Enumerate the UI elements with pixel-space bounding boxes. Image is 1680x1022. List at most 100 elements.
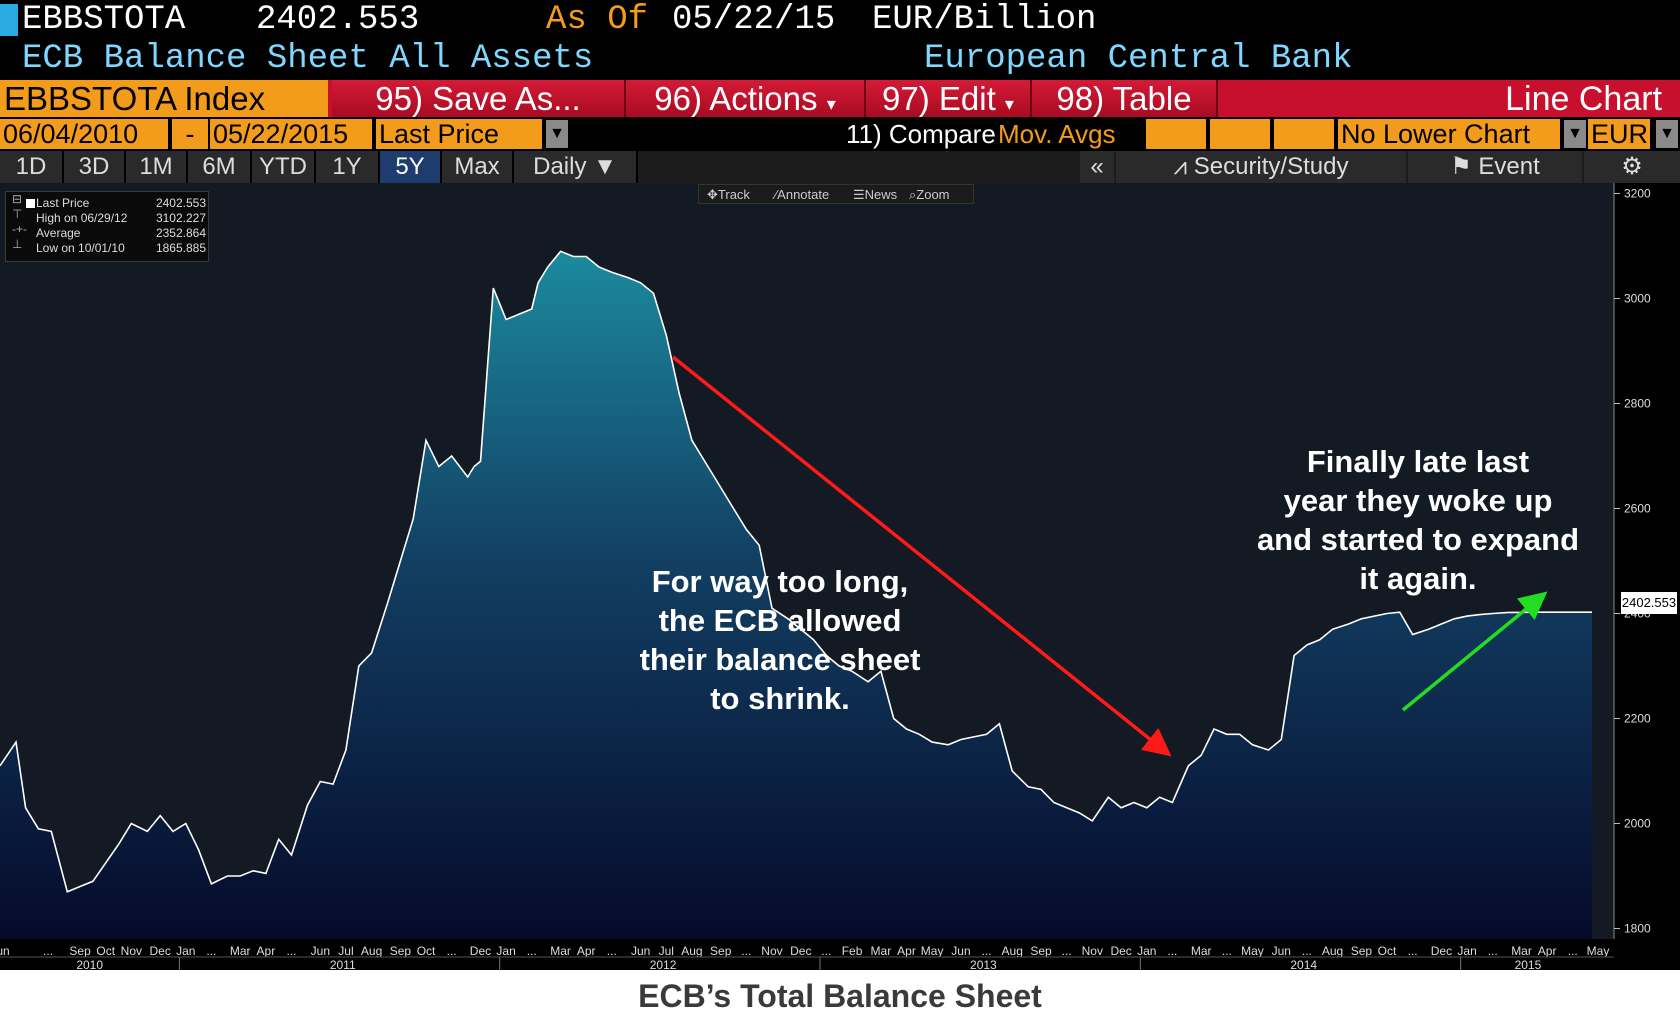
x-month-label: Jan	[1137, 944, 1156, 958]
x-month-label: Mar	[1191, 944, 1212, 958]
x-month-label: Apr	[1538, 944, 1557, 958]
x-year-label: 2013	[970, 958, 997, 970]
range-dash: -	[172, 119, 208, 149]
compare-slot-1[interactable]	[1146, 119, 1206, 149]
x-month-label: May	[1587, 944, 1610, 958]
lower-chart-dropdown-icon[interactable]: ▼	[1564, 120, 1586, 148]
period-row: 1D 3D 1M 6M YTD 1Y 5Y Max Daily ▼ « ⩘ Se…	[0, 151, 1680, 183]
track-tool[interactable]: ✥ Track	[707, 185, 750, 205]
annotate-tool[interactable]: ⁄ Annotate	[775, 185, 829, 205]
period-1y-button[interactable]: 1Y	[316, 151, 380, 183]
x-month-label: Oct	[417, 944, 436, 958]
start-date-field[interactable]: 06/04/2010	[0, 119, 168, 149]
annotation-line: Finally late last	[1306, 444, 1530, 479]
units: EUR/Billion	[872, 1, 1097, 39]
lower-chart-select[interactable]: No Lower Chart	[1338, 119, 1560, 149]
compare-label[interactable]: 11) Compare	[846, 119, 996, 149]
annotation-line: it again.	[1359, 561, 1477, 596]
collapse-button[interactable]: «	[1080, 151, 1114, 183]
annotate-label: Annotate	[777, 187, 830, 202]
period-1d-button[interactable]: 1D	[0, 151, 64, 183]
legend-last-price: Last Price 2402.553	[26, 196, 206, 211]
x-month-label: Mar	[230, 944, 251, 958]
security-description: ECB Balance Sheet All Assets	[22, 40, 594, 78]
news-label: News	[864, 187, 898, 202]
x-month-label: Dec	[149, 944, 170, 958]
annotation-line: year they woke up	[1283, 483, 1553, 518]
legend-label: Average	[36, 226, 81, 240]
x-month-label: Mar	[871, 944, 892, 958]
edit-menu[interactable]: 97) Edit ▾	[866, 80, 1032, 117]
chart-toolbar: ✥ Track ⁄ Annotate ☰ News ⌕ Zoom	[698, 184, 974, 204]
x-month-label: Aug	[1322, 944, 1343, 958]
x-month-label: Nov	[761, 944, 782, 958]
mov-avgs-label[interactable]: Mov. Avgs	[998, 119, 1116, 149]
expand-annotation: Finally late last year they woke up and …	[1218, 442, 1618, 598]
x-month-label: Sep	[390, 944, 412, 958]
bloomberg-terminal: EBBSTOTA 2402.553 As Of 05/22/15 EUR/Bil…	[0, 0, 1680, 970]
actions-chevron-icon: ▾	[826, 94, 836, 114]
x-month-label: Sep	[1030, 944, 1052, 958]
compare-slot-3[interactable]	[1274, 119, 1334, 149]
x-month-label: ...	[286, 944, 296, 958]
legend-label: Last Price	[36, 196, 90, 210]
y-tick-label: 2800	[1624, 397, 1651, 411]
period-5y-button[interactable]: 5Y	[380, 151, 442, 183]
period-max-button[interactable]: Max	[442, 151, 514, 183]
x-month-label: Nov	[121, 944, 142, 958]
x-month-label: Dec	[1431, 944, 1452, 958]
x-month-label: Jan	[496, 944, 515, 958]
x-month-label: Mar	[1511, 944, 1532, 958]
flag-icon: ⚑	[1450, 153, 1472, 180]
annotation-line: the ECB allowed	[658, 603, 902, 638]
gear-icon[interactable]: ⚙	[1584, 151, 1680, 183]
shrink-arrow	[671, 355, 1172, 757]
x-month-label: ...	[1302, 944, 1312, 958]
figure-caption: ECB’s Total Balance Sheet	[638, 978, 1042, 1014]
legend-average: Average 2352.864	[36, 226, 206, 241]
index-field[interactable]: EBBSTOTA Index	[0, 80, 328, 117]
currency-select[interactable]: EUR	[1588, 119, 1650, 149]
actions-label: 96) Actions	[654, 80, 818, 117]
event-button[interactable]: ⚑ Event	[1408, 151, 1582, 183]
y-tick-label: 1800	[1624, 922, 1651, 936]
price-field-dropdown-icon[interactable]: ▼	[546, 120, 568, 148]
y-tick-label: 2000	[1624, 817, 1651, 831]
period-1m-button[interactable]: 1M	[126, 151, 188, 183]
security-study-icon: ⩘	[1173, 153, 1188, 180]
last-price-tag: 2402.553	[1621, 592, 1677, 614]
save-as-button[interactable]: 95) Save As...	[332, 80, 626, 117]
legend-collapse-icon[interactable]: ⊟	[12, 192, 23, 206]
frequency-select[interactable]: Daily ▼	[514, 151, 638, 183]
x-month-label: Apr	[897, 944, 916, 958]
x-month-label: Dec	[790, 944, 811, 958]
annotation-line: and started to expand	[1256, 522, 1580, 557]
annotation-line: to shrink.	[710, 681, 850, 716]
x-month-label: ...	[1488, 944, 1498, 958]
currency-dropdown-icon[interactable]: ▼	[1656, 120, 1678, 148]
event-label: Event	[1478, 153, 1540, 180]
period-6m-button[interactable]: 6M	[188, 151, 252, 183]
security-study-button[interactable]: ⩘ Security/Study	[1116, 151, 1406, 183]
x-month-label: Jun	[631, 944, 650, 958]
x-month-label: Dec	[470, 944, 491, 958]
x-month-label: Aug	[1002, 944, 1023, 958]
actions-menu[interactable]: 96) Actions ▾	[626, 80, 866, 117]
x-month-label: ...	[1167, 944, 1177, 958]
last-price-swatch	[26, 199, 35, 208]
x-month-label: Feb	[842, 944, 863, 958]
end-date-field[interactable]: 05/22/2015	[210, 119, 372, 149]
price-field-select[interactable]: Last Price	[376, 119, 542, 149]
x-month-label: Apr	[257, 944, 276, 958]
x-year-label: 2014	[1290, 958, 1317, 970]
table-button[interactable]: 98) Table	[1032, 80, 1218, 117]
news-tool[interactable]: ☰ News	[853, 185, 897, 205]
legend-label: High on 06/29/12	[36, 211, 128, 225]
zoom-tool[interactable]: ⌕ Zoom	[909, 185, 950, 205]
period-ytd-button[interactable]: YTD	[252, 151, 316, 183]
period-3d-button[interactable]: 3D	[64, 151, 126, 183]
x-axis: Jun... Sep Oct Nov Dec Jan... Mar Apr... Jun Jul A…	[0, 944, 1614, 970]
edit-label: 97) Edit	[882, 80, 996, 117]
compare-slot-2[interactable]	[1210, 119, 1270, 149]
x-month-label: ...	[982, 944, 992, 958]
